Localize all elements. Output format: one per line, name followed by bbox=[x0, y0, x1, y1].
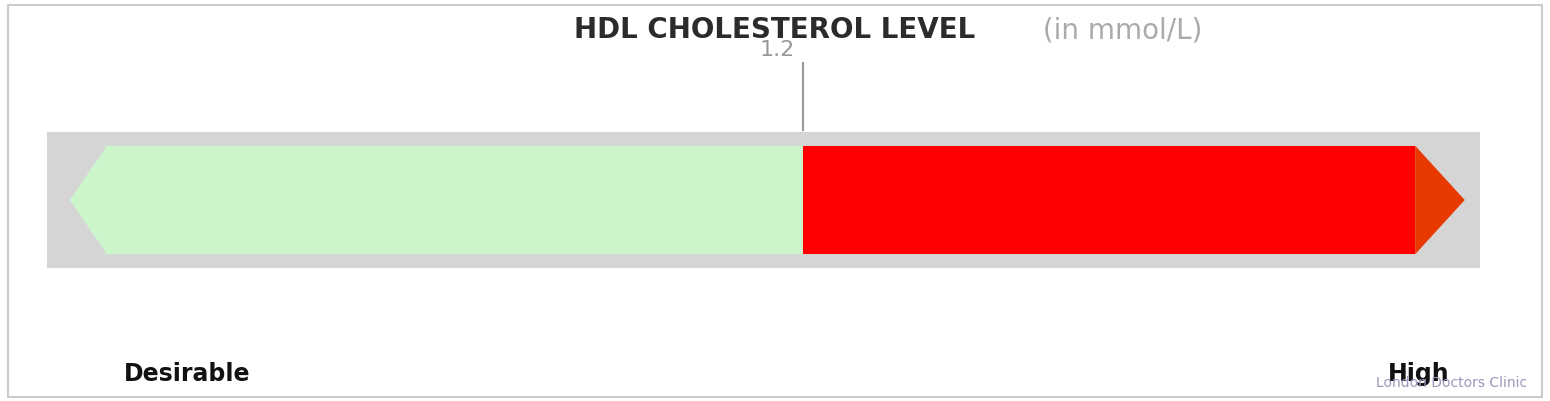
Text: 1.2: 1.2 bbox=[760, 40, 795, 60]
Polygon shape bbox=[1415, 146, 1465, 255]
Text: (in mmol/L): (in mmol/L) bbox=[1034, 16, 1203, 44]
Bar bbox=[46, 132, 1480, 269]
Bar bbox=[803, 146, 1415, 255]
Text: High: High bbox=[1387, 361, 1449, 385]
Text: London Doctors Clinic: London Doctors Clinic bbox=[1376, 375, 1527, 389]
Polygon shape bbox=[70, 146, 803, 255]
Text: Desirable: Desirable bbox=[124, 361, 251, 385]
Text: HDL CHOLESTEROL LEVEL: HDL CHOLESTEROL LEVEL bbox=[575, 16, 975, 44]
